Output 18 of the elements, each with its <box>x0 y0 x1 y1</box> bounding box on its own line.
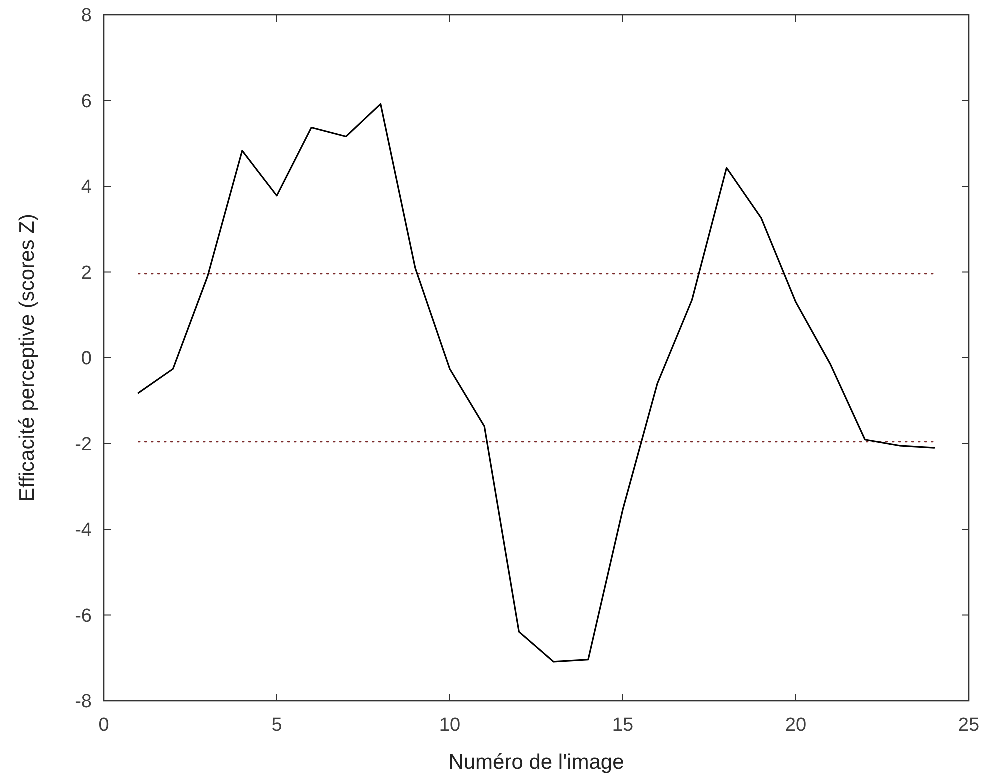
y-tick-label: 8 <box>81 6 92 27</box>
y-tick-label: 0 <box>81 348 92 370</box>
line-series <box>138 103 936 663</box>
y-tick-label: -4 <box>75 520 92 542</box>
x-tick-label: 20 <box>785 715 807 736</box>
x-tick-label: 15 <box>612 715 634 736</box>
x-tick-label: 5 <box>272 715 282 736</box>
y-tick-label: -2 <box>75 434 92 456</box>
x-tick-label: 10 <box>439 715 461 736</box>
y-tick-label: 4 <box>81 177 92 198</box>
y-axis-title: Efficacité perceptive (scores Z) <box>16 214 39 502</box>
x-tick-label: 25 <box>958 715 980 736</box>
y-tick-label: 2 <box>81 262 92 284</box>
x-axis-title: Numéro de l'image <box>448 751 624 774</box>
y-tick-label: -6 <box>75 606 92 627</box>
y-tick-label: -8 <box>75 692 92 713</box>
y-tick-label: 6 <box>81 91 92 112</box>
x-tick-label: 0 <box>98 715 110 736</box>
